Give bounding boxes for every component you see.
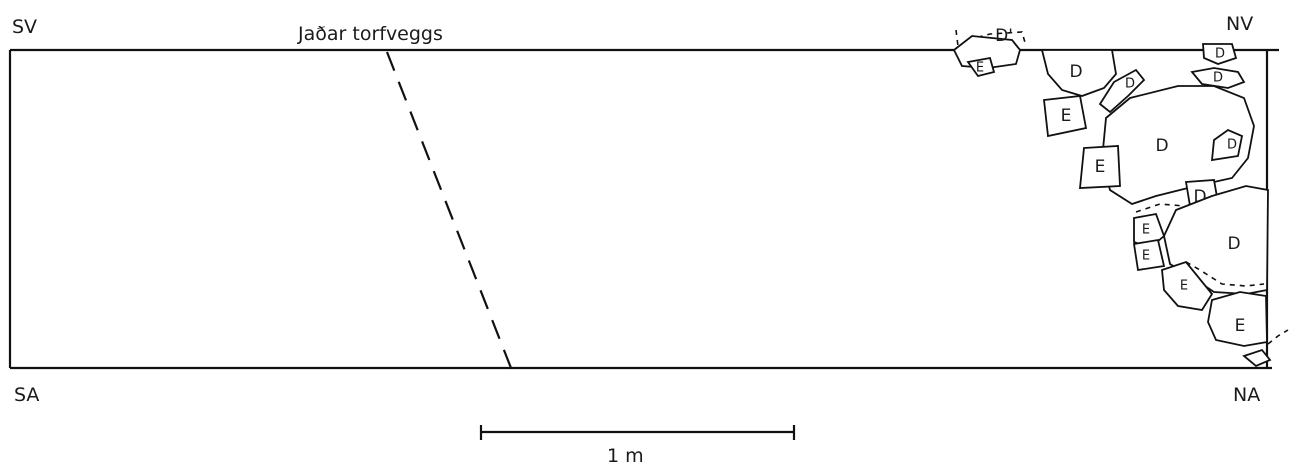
stone-label-e2: E — [1061, 106, 1072, 126]
stone-label-d7: D — [1227, 138, 1237, 153]
stone-d6-outline — [1101, 85, 1255, 205]
stone-label-d9: D — [1227, 234, 1240, 254]
stone-d7-outline — [1210, 128, 1244, 162]
stone-label-e3: E — [1095, 157, 1106, 177]
stone-label-e4: E — [1142, 223, 1150, 238]
corner-label-na: NA — [1233, 384, 1260, 406]
stone-label-d5: D — [1125, 77, 1135, 92]
corner-label-sv: SV — [12, 16, 37, 38]
turf-wall-edge-line — [385, 51, 513, 369]
stone-label-e1: E — [976, 61, 984, 76]
stone-e7-outline — [1207, 291, 1268, 347]
stone-label-d3: D — [1213, 71, 1223, 86]
stone-label-e7: E — [1235, 316, 1246, 336]
stone-d3-outline — [1190, 67, 1246, 89]
stone-e6-outline — [1161, 260, 1214, 311]
wall-label: Jaðar torfveggs — [297, 23, 443, 45]
stone-label-d4: D — [1069, 62, 1082, 82]
stone-d5-outline — [1098, 68, 1146, 114]
stone-label-d6: D — [1155, 136, 1168, 156]
corner-label-nv: NV — [1226, 13, 1253, 35]
stone-label-e5: E — [1142, 249, 1150, 264]
stone-e3-outline — [1079, 145, 1121, 189]
scale-label: 1 m — [607, 445, 644, 466]
stone-na-corner-outline — [1242, 348, 1272, 368]
stone-e1-inner — [966, 56, 996, 78]
stone-e1-outline — [952, 35, 1021, 69]
stone-d9-dash — [1185, 261, 1265, 287]
stone-label-d2: D — [1215, 47, 1225, 62]
corner-label-sa: SA — [14, 384, 39, 406]
stone-label-e6: E — [1180, 279, 1188, 294]
stone-label-d-prime: D' — [995, 26, 1013, 46]
stone-e5-outline — [1132, 238, 1166, 272]
stone-e2-outline — [1043, 95, 1088, 138]
stone-na-dash — [1267, 329, 1289, 345]
stone-d4-outline — [1040, 49, 1117, 97]
stone-d2-outline — [1202, 43, 1238, 65]
